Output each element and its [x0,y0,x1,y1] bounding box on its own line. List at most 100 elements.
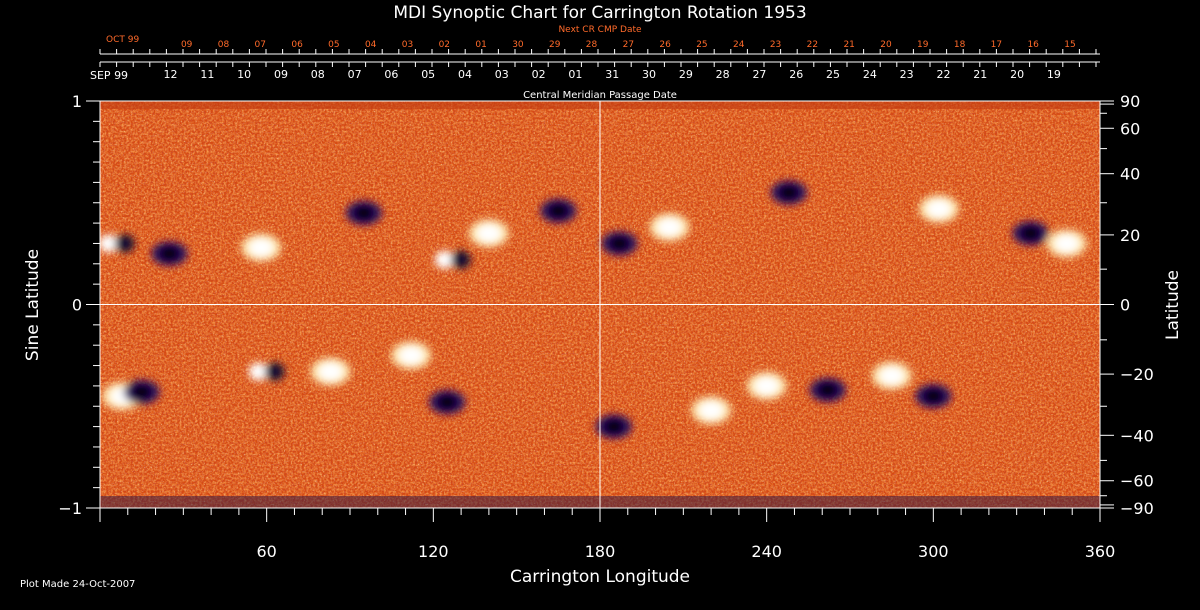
top-date-label: 08 [218,40,230,50]
top-date-label: 28 [586,40,598,50]
top-date-label: 27 [623,40,634,50]
negative-region-core [609,236,630,251]
top-date-label: 25 [696,40,707,50]
top-date-label: 23 [770,40,781,50]
top-date-label: 24 [863,68,877,81]
upper-month-label: OCT 99 [106,35,139,45]
negative-region-core [923,389,944,404]
top-date-label: 02 [439,40,450,50]
top-date-label: 04 [365,40,377,50]
positive-region-core [699,401,724,420]
mixed-region-positive [434,250,455,269]
y-right-tick-label: 0 [1120,296,1130,315]
top-date-label: 07 [348,68,362,81]
top-date-label: 01 [568,68,582,81]
top-date-label: 16 [1027,40,1039,50]
x-tick-label: 60 [256,542,276,561]
negative-region-core [353,205,374,220]
top-date-label: 26 [659,40,671,50]
positive-region-core [657,218,682,237]
mixed-region-negative [114,234,135,253]
positive-region-core [1054,234,1079,253]
top-date-label: 24 [733,40,745,50]
x-tick-label: 120 [418,542,449,561]
top-date-label: 12 [164,68,178,81]
mixed-region-positive [100,234,119,253]
top-date-label: 18 [954,40,966,50]
negative-region-core [603,419,624,434]
positive-region-core [879,366,904,385]
top-date-label: 20 [1010,68,1024,81]
positive-region-core [754,376,779,395]
y-axis-left: 1 0 −1 [58,92,100,518]
top-date-label: 05 [421,68,435,81]
top-date-label: 23 [900,68,914,81]
negative-region-core [1020,226,1041,241]
y-left-tick-label: 1 [72,92,82,111]
top-date-label: 17 [991,40,1002,50]
y-right-tick-label: 20 [1120,226,1140,245]
top-date-label: 15 [1064,40,1075,50]
top-date-label: 11 [200,68,214,81]
negative-region-core [131,385,152,400]
y-axis-right: 90 60 40 20 0 −20 −40 −60 −90 [1100,92,1154,518]
top-date-label: 10 [237,68,251,81]
top-date-label: 19 [917,40,929,50]
top-date-label: 27 [752,68,766,81]
top-date-label: 29 [679,68,693,81]
top-date-label: 30 [642,68,656,81]
top-date-label: 22 [936,68,950,81]
x-tick-label: 180 [585,542,616,561]
top-date-label: 01 [475,40,486,50]
positive-region-core [249,238,274,257]
y-right-tick-label: 90 [1120,92,1140,111]
y-right-tick-label: −20 [1120,365,1154,384]
top-date-label: 21 [973,68,987,81]
top-date-label: 09 [274,68,288,81]
top-axis-next-cr-cmp: 09 08 07 06 05 04 03 02 01 30 29 28 27 26 25 24 23 22 21 20… [99,40,1100,55]
plot-made-note: Plot Made 24-Oct-2007 [20,579,136,590]
chart-title: MDI Synoptic Chart for Carrington Rotati… [393,3,806,23]
next-cr-cmp-label: Next CR CMP Date [558,25,642,35]
y-right-tick-label: 40 [1120,165,1140,184]
top-date-label: 03 [402,40,413,50]
lower-month-label: SEP 99 [90,69,128,82]
top-date-label: 05 [328,40,339,50]
top-date-label: 25 [826,68,840,81]
top-date-label: 03 [495,68,509,81]
x-tick-label: 300 [918,542,949,561]
cmp-axis-label: Central Meridian Passage Date [523,90,677,101]
top-date-label: 07 [255,40,266,50]
top-date-label: 06 [384,68,398,81]
top-date-label: 26 [789,68,803,81]
top-date-label: 06 [291,40,303,50]
mixed-region-negative [264,362,285,381]
negative-region-core [159,246,180,261]
negative-region-core [437,395,458,410]
x-axis-label: Carrington Longitude [510,567,690,587]
top-axis-cmp-dates: 12 11 10 09 08 07 06 05 04 03 02 01 31 30 29 28 27 26 25 24… [99,61,1100,81]
negative-region-core [817,382,838,397]
top-date-label: 28 [716,68,730,81]
top-date-label: 21 [843,40,854,50]
top-date-label: 30 [512,40,524,50]
top-date-label: 19 [1047,68,1061,81]
y-right-tick-label: −60 [1120,472,1154,491]
x-axis: 60 120 180 240 300 360 [99,508,1115,561]
top-date-label: 09 [181,40,193,50]
y-axis-right-label: Latitude [1163,270,1183,340]
top-date-label: 29 [549,40,561,50]
positive-region-core [926,199,951,218]
x-tick-label: 240 [751,542,782,561]
positive-region-core [318,362,343,381]
top-date-label: 22 [807,40,818,50]
top-date-label: 31 [605,68,619,81]
y-left-tick-label: 0 [72,296,82,315]
negative-region-core [778,185,799,200]
top-date-label: 04 [458,68,472,81]
positive-region-core [476,224,501,243]
top-date-label: 08 [311,68,325,81]
y-right-tick-label: −40 [1120,426,1154,445]
positive-region-core [399,346,424,365]
